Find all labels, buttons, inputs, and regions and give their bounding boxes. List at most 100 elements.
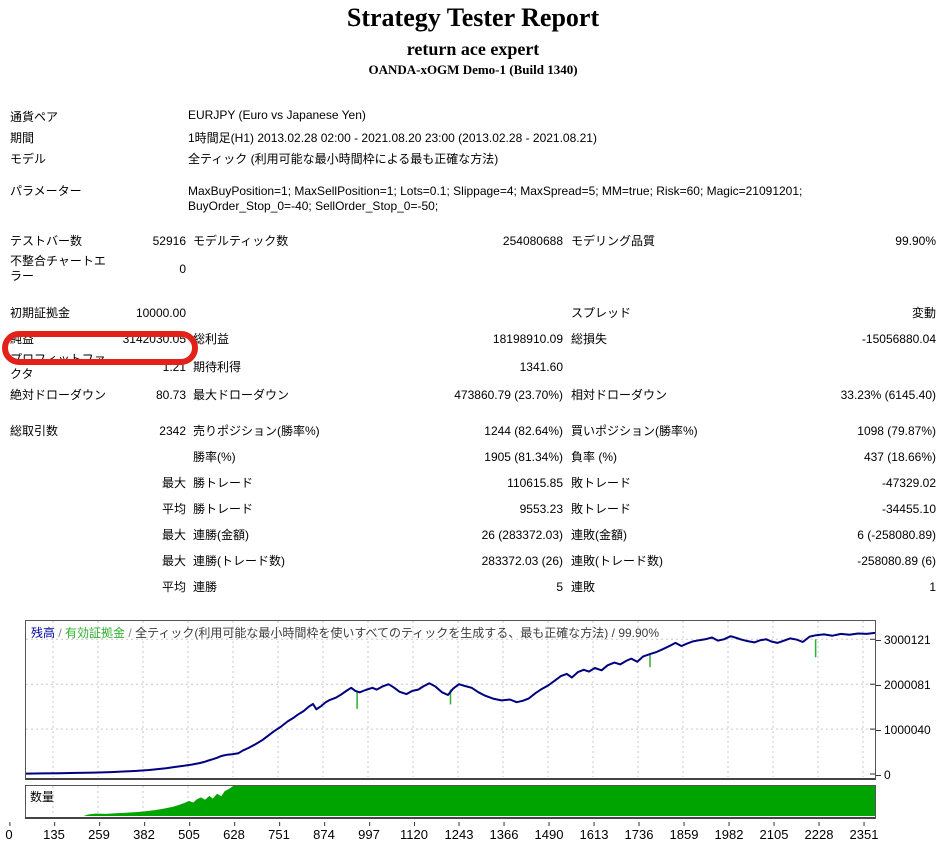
stat-value: -258080.89 (6) xyxy=(857,553,936,568)
x-tick-label: 1982 xyxy=(714,822,744,842)
report-header: Strategy Tester Report return ace expert… xyxy=(0,0,946,78)
balance-chart: 残高 / 有効証拠金 / 全ティック(利用可能な最小時間枠を使いすべてのティック… xyxy=(25,620,876,780)
stat-label: モデルティック数 xyxy=(193,233,289,248)
info-value: 全ティック (利用可能な最小時間枠による最も正確な方法) xyxy=(188,152,499,166)
stat-row: 初期証拠金 10000.00 スプレッド 変動 xyxy=(10,300,936,326)
stat-value: 5 xyxy=(556,579,563,594)
y-tick-label: 2000081 xyxy=(876,678,931,693)
stat-label: 最大ドローダウン xyxy=(193,387,290,402)
expert-name: return ace expert xyxy=(406,39,540,59)
stat-value: 変動 xyxy=(911,305,936,320)
report-title: Strategy Tester Report xyxy=(346,3,600,32)
stat-row: 不整合チャートエラー 0 xyxy=(10,254,936,284)
test-settings-table: 通貨ペア EURJPY (Euro vs Japanese Yen) 期間 1時間足(… xyxy=(10,108,936,214)
legend-model-label: 全ティック(利用可能な最小時間枠を使いすべてのティックを生成する、最も正確な方法… xyxy=(135,626,609,640)
stat-value: -47329.02 xyxy=(881,475,936,490)
x-tick-label: 874 xyxy=(313,822,335,842)
x-tick-label: 1366 xyxy=(489,822,519,842)
stat-value: 2342 xyxy=(159,423,186,438)
legend-separator: / xyxy=(125,626,136,640)
stat-value: 6 (-258080.89) xyxy=(857,527,936,542)
stat-label: 総利益 xyxy=(193,331,230,346)
stat-label: 売りポジション(勝率%) xyxy=(193,423,320,438)
stat-label: スプレッド xyxy=(571,305,632,320)
info-row: 通貨ペア EURJPY (Euro vs Japanese Yen) xyxy=(10,108,936,129)
x-tick-label: 1613 xyxy=(579,822,609,842)
legend-quality-value: 99.90% xyxy=(618,626,660,640)
stat-label: 連敗(金額) xyxy=(571,527,627,542)
info-value: EURJPY (Euro vs Japanese Yen) xyxy=(188,108,366,122)
y-tick-label: 0 xyxy=(876,768,891,782)
y-tick-label: 1000040 xyxy=(876,723,931,738)
test-results-table: テストバー数 52916 モデルティック数 254080688 モデリング品質 99.90… xyxy=(10,228,936,600)
stat-label: 総取引数 xyxy=(10,423,59,438)
stat-value: 18198910.09 xyxy=(492,331,563,346)
x-tick-label: 0 xyxy=(5,822,13,842)
stat-label: 期待利得 xyxy=(193,359,242,374)
server-build: OANDA-xOGM Demo-1 (Build 1340) xyxy=(368,62,578,77)
x-tick-label: 1736 xyxy=(624,822,654,842)
stat-row: 平均 連勝 5 連敗 1 xyxy=(10,574,936,600)
info-value: MaxBuyPosition=1; MaxSellPosition=1; Lot… xyxy=(188,184,803,213)
x-tick-label: 1490 xyxy=(534,822,564,842)
stat-label: 勝トレード xyxy=(193,475,254,490)
x-tick-label: 997 xyxy=(358,822,380,842)
info-value: 1時間足(H1) 2013.02.28 02:00 - 2021.08.20 2… xyxy=(188,131,597,145)
stat-value: 最大 xyxy=(161,527,186,542)
y-axis-labels: 3000121 2000081 1000040 0 xyxy=(876,620,946,782)
balance-curve-plot xyxy=(26,621,875,777)
stat-label: 負率 (%) xyxy=(571,449,617,464)
x-tick-label: 259 xyxy=(88,822,110,842)
info-row: パラメーター MaxBuyPosition=1; MaxSellPosition=… xyxy=(10,184,936,214)
x-tick-label: 2228 xyxy=(804,822,834,842)
stat-row: 絶対ドローダウン 80.73 最大ドローダウン 473860.79 (23.70%) 相… xyxy=(10,382,936,408)
stat-value: 33.23% (6145.40) xyxy=(840,387,936,402)
legend-balance-label: 残高 xyxy=(31,626,56,640)
volume-title: 数量 xyxy=(30,790,55,804)
volume-plot xyxy=(26,786,875,816)
x-tick-label: 1859 xyxy=(669,822,699,842)
legend-quality-label: / xyxy=(608,626,619,640)
stat-value: 110615.85 xyxy=(507,475,563,490)
stat-value: -15056880.04 xyxy=(861,331,936,346)
x-tick-label: 2105 xyxy=(759,822,789,842)
stat-label: 勝率(%) xyxy=(193,449,236,464)
info-label: パラメーター xyxy=(10,184,82,198)
stat-value: 52916 xyxy=(152,233,186,248)
stat-row: テストバー数 52916 モデルティック数 254080688 モデリング品質 99.90… xyxy=(10,228,936,254)
stat-value: 26 (283372.03) xyxy=(481,527,563,542)
stat-label: 連勝(トレード数) xyxy=(193,553,285,568)
info-row: モデル 全ティック (利用可能な最小時間枠による最も正確な方法) xyxy=(10,150,936,171)
stat-value: 283372.03 (26) xyxy=(481,553,563,568)
stat-value: 0 xyxy=(179,261,186,276)
stat-label: 連敗 xyxy=(571,579,596,594)
stat-row: 平均 勝トレード 9553.23 敗トレード -34455.10 xyxy=(10,496,936,522)
info-label: 通貨ペア xyxy=(10,110,59,124)
stat-value: 平均 xyxy=(161,579,186,594)
stat-label: 絶対ドローダウン xyxy=(10,387,107,402)
legend-equity-label: 有効証拠金 xyxy=(65,626,126,640)
stat-label: 連敗(トレード数) xyxy=(571,553,663,568)
stat-value: 254080688 xyxy=(502,233,563,248)
info-row: 期間 1時間足(H1) 2013.02.28 02:00 - 2021.08.20… xyxy=(10,129,936,150)
stat-label: 連勝(金額) xyxy=(193,527,249,542)
x-tick-label: 751 xyxy=(268,822,290,842)
x-tick-label: 505 xyxy=(178,822,200,842)
x-tick-label: 1120 xyxy=(400,822,428,842)
stat-label: 敗トレード xyxy=(571,501,632,516)
legend-separator: / xyxy=(55,626,66,640)
stat-label: 初期証拠金 xyxy=(10,305,71,320)
stat-row: 勝率(%) 1905 (81.34%) 負率 (%) 437 (18.66%) xyxy=(10,444,936,470)
stat-label: 相対ドローダウン xyxy=(571,387,668,402)
y-tick-label: 3000121 xyxy=(876,633,931,648)
stat-row: 総取引数 2342 売りポジション(勝率%) 1244 (82.64%) 買いポジション… xyxy=(10,418,936,444)
stat-label: 敗トレード xyxy=(571,475,632,490)
stat-value: 9553.23 xyxy=(519,501,563,516)
x-tick-label: 382 xyxy=(133,822,155,842)
stat-value: 473860.79 (23.70%) xyxy=(454,387,563,402)
stat-row: 最大 連勝(金額) 26 (283372.03) 連敗(金額) 6 (-258080.8… xyxy=(10,522,936,548)
stat-row: 最大 連勝(トレード数) 283372.03 (26) 連敗(トレード数) -25808… xyxy=(10,548,936,574)
stat-label: 連勝 xyxy=(193,579,218,594)
stat-value: 80.73 xyxy=(155,387,186,402)
